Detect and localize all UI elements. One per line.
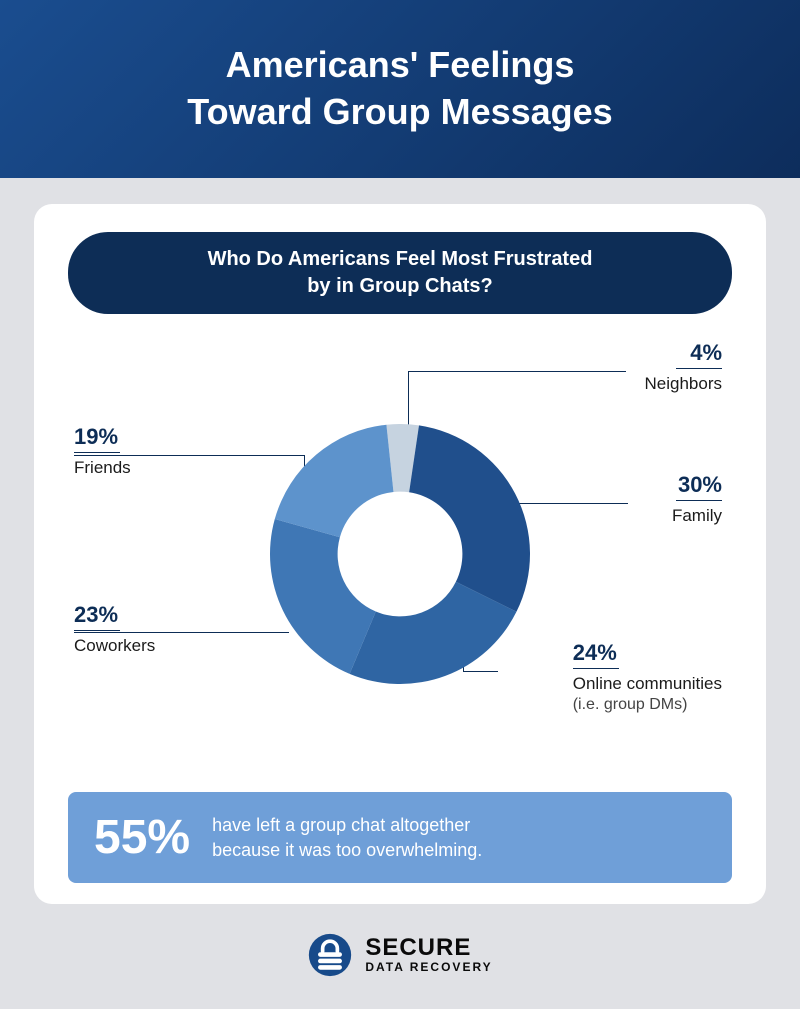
highlight-desc: have left a group chat altogether becaus… (212, 813, 482, 862)
donut-chart (270, 424, 530, 684)
pct-friends: 19% (74, 424, 120, 453)
title-line-1: Americans' Feelings (226, 44, 575, 85)
label-coworkers: 23% Coworkers (74, 602, 155, 656)
brand-line-2: DATA RECOVERY (365, 960, 492, 974)
highlight-line-2: because it was too overwhelming. (212, 840, 482, 860)
highlight-line-1: have left a group chat altogether (212, 815, 470, 835)
label-family: 30% Family (672, 472, 722, 526)
donut-svg (270, 424, 530, 684)
leader-coworkers-h (74, 632, 289, 633)
question-pill: Who Do Americans Feel Most Frustrated by… (68, 232, 732, 314)
name-online: Online communities (573, 673, 722, 694)
pct-coworkers: 23% (74, 602, 120, 631)
label-friends: 19% Friends (74, 424, 131, 478)
footer-brand: SECURE DATA RECOVERY (34, 932, 766, 978)
question-line-1: Who Do Americans Feel Most Frustrated (208, 248, 593, 270)
name-neighbors: Neighbors (645, 373, 723, 394)
pct-family: 30% (676, 472, 722, 501)
header-banner: Americans' Feelings Toward Group Message… (0, 0, 800, 178)
brand-line-1: SECURE (365, 936, 492, 960)
label-online: 24% Online communities (i.e. group DMs) (573, 640, 722, 714)
name-friends: Friends (74, 457, 131, 478)
sub-online: (i.e. group DMs) (573, 696, 722, 714)
label-neighbors: 4% Neighbors (645, 340, 723, 394)
pct-online: 24% (573, 640, 619, 669)
name-coworkers: Coworkers (74, 635, 155, 656)
slice-family (409, 425, 530, 611)
chart-area: 4% Neighbors 30% Family 24% Online commu… (68, 324, 732, 784)
highlight-stat: 55% have left a group chat altogether be… (68, 792, 732, 883)
brand-lock-icon (307, 932, 353, 978)
brand-text: SECURE DATA RECOVERY (365, 936, 492, 974)
leader-family-h (518, 503, 628, 504)
question-line-2: by in Group Chats? (307, 275, 493, 297)
slice-friends (275, 425, 394, 538)
content-card: Who Do Americans Feel Most Frustrated by… (34, 204, 766, 904)
page-title: Americans' Feelings Toward Group Message… (187, 42, 612, 136)
outer-panel: Who Do Americans Feel Most Frustrated by… (0, 178, 800, 1009)
name-family: Family (672, 505, 722, 526)
leader-neighbors-h (408, 371, 626, 372)
title-line-2: Toward Group Messages (187, 91, 612, 132)
pct-neighbors: 4% (676, 340, 722, 369)
highlight-pct: 55% (94, 810, 190, 865)
